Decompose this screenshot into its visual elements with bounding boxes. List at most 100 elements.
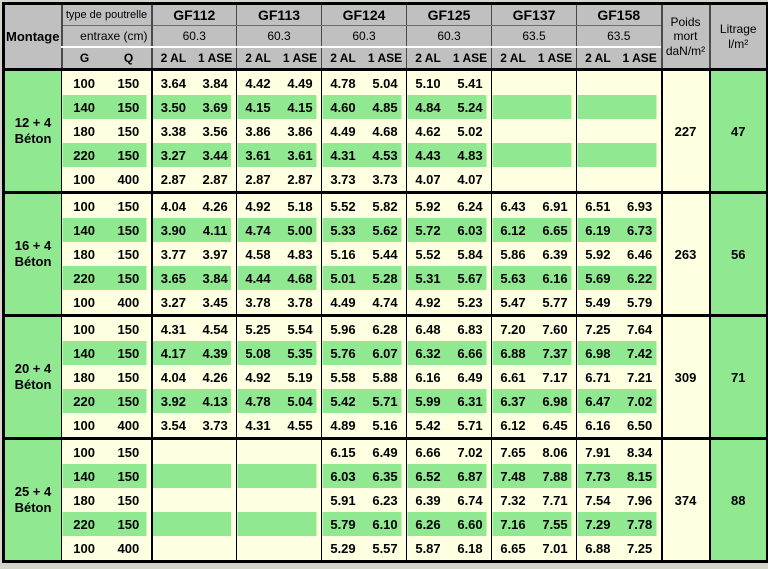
value-1ase: 6.23 bbox=[372, 492, 398, 508]
value-1ase: 4.26 bbox=[202, 198, 228, 214]
value-1ase: 5.71 bbox=[457, 417, 483, 433]
cell-GF125: 4.92 5.23 bbox=[406, 290, 492, 316]
header-col-GF113: GF113 bbox=[236, 3, 322, 26]
value-1ase: 4.83 bbox=[457, 147, 483, 163]
value-2al: 6.16 bbox=[585, 417, 611, 433]
cell-GF158: 7.73 8.15 bbox=[576, 464, 662, 488]
value-2al: 5.42 bbox=[415, 417, 441, 433]
cell-GF124: 5.58 5.88 bbox=[321, 365, 407, 389]
value-2al: 5.31 bbox=[415, 270, 441, 286]
cell-GF124: 4.89 5.16 bbox=[321, 413, 407, 439]
value-1ase: 7.37 bbox=[542, 345, 568, 361]
value-1ase: 5.84 bbox=[457, 246, 483, 262]
table-row: 12 + 4 Béton 100 150 3.64 3.84 4.42 4.49 4.78 5.0… bbox=[3, 68, 768, 193]
cell-GF158: 7.91 8.34 bbox=[576, 437, 662, 464]
value-1ase: 6.50 bbox=[626, 417, 653, 433]
cell-GF112 bbox=[150, 512, 237, 536]
header-entraxe-GF112: 60.3 bbox=[150, 25, 237, 48]
cell-GF125: 4.43 4.83 bbox=[406, 143, 492, 167]
value-2al: 4.42 bbox=[245, 75, 271, 91]
cell-GF137: 7.32 7.71 bbox=[491, 488, 577, 512]
group-label-line2: Béton bbox=[14, 500, 52, 515]
table-row: 220 150 3.92 4.13 4.78 5.04 5.42 5.71 5.99 6.31 6.… bbox=[4, 389, 768, 413]
value-2al: 6.51 bbox=[585, 198, 611, 214]
cell-GF137: 7.16 7.55 bbox=[491, 512, 577, 536]
cell-GF124: 6.03 6.35 bbox=[321, 464, 407, 488]
value-2al: 3.27 bbox=[160, 147, 187, 163]
cell-GF124: 5.33 5.62 bbox=[321, 218, 407, 242]
cell-q-value: 150 bbox=[117, 492, 140, 508]
cell-GF158: 6.98 7.42 bbox=[576, 341, 662, 365]
value-1ase: 5.04 bbox=[372, 75, 398, 91]
value-2al: 5.86 bbox=[500, 246, 526, 262]
value-2al: 5.76 bbox=[330, 345, 356, 361]
value-2al: 7.16 bbox=[500, 516, 526, 532]
cell-GF112: 3.27 3.45 bbox=[150, 290, 237, 316]
value-1ase: 5.88 bbox=[372, 369, 398, 385]
group-label-cell: 25 + 4 Béton bbox=[3, 437, 62, 562]
cell-gq: 180 150 bbox=[61, 119, 152, 143]
subcol-1ase-label: 1 ASE bbox=[198, 51, 233, 65]
cell-gq: 100 150 bbox=[61, 437, 152, 464]
value-2al: 3.27 bbox=[160, 294, 187, 310]
value-2al: 5.72 bbox=[415, 222, 441, 238]
value-2al: 5.42 bbox=[330, 393, 356, 409]
cell-q-value: 150 bbox=[117, 444, 140, 460]
value-2al: 5.33 bbox=[330, 222, 356, 238]
value-1ase: 5.54 bbox=[287, 321, 313, 337]
cell-GF113: 4.31 4.55 bbox=[236, 413, 322, 439]
cell-GF125: 6.32 6.66 bbox=[406, 341, 492, 365]
cell-GF112: 3.65 3.84 bbox=[150, 266, 237, 290]
value-1ase: 6.39 bbox=[542, 246, 568, 262]
cell-GF137 bbox=[491, 167, 577, 193]
poids-cell: 374 bbox=[660, 437, 710, 562]
value-1ase: 4.74 bbox=[372, 294, 398, 310]
cell-g-value: 100 bbox=[73, 294, 95, 310]
value-2al: 4.62 bbox=[415, 123, 441, 139]
cell-GF113: 4.78 5.04 bbox=[236, 389, 322, 413]
cell-q-value: 150 bbox=[117, 246, 140, 262]
subcol-1ase-label: 1 ASE bbox=[537, 51, 573, 65]
cell-GF137 bbox=[491, 68, 577, 95]
value-2al: 3.78 bbox=[245, 294, 271, 310]
value-1ase: 6.18 bbox=[457, 540, 483, 556]
table-row: 140 150 3.90 4.11 4.74 5.00 5.33 5.62 5.72 6.03 6.… bbox=[4, 218, 768, 242]
value-2al: 5.47 bbox=[500, 294, 526, 310]
cell-GF158 bbox=[576, 95, 662, 119]
cell-GF124: 5.96 6.28 bbox=[321, 314, 407, 341]
cell-GF124: 4.78 5.04 bbox=[321, 68, 407, 95]
group-label-line1: 16 + 4 bbox=[14, 237, 52, 253]
value-2al: 3.92 bbox=[160, 393, 187, 409]
header-subcol-GF125: 2 AL 1 ASE bbox=[406, 47, 492, 70]
cell-GF113: 3.61 3.61 bbox=[236, 143, 322, 167]
value-1ase: 7.21 bbox=[626, 369, 653, 385]
value-1ase: 4.68 bbox=[372, 123, 398, 139]
table-row: 140 150 3.50 3.69 4.15 4.15 4.60 4.85 4.84 5.24 bbox=[4, 95, 768, 119]
value-1ase: 3.69 bbox=[202, 99, 228, 115]
cell-GF113: 4.74 5.00 bbox=[236, 218, 322, 242]
cell-q-value: 150 bbox=[117, 468, 140, 484]
value-2al: 7.20 bbox=[500, 321, 526, 337]
header-q-label: Q bbox=[123, 51, 134, 65]
value-1ase: 4.15 bbox=[287, 99, 313, 115]
value-2al: 5.96 bbox=[330, 321, 356, 337]
value-1ase: 7.64 bbox=[626, 321, 653, 337]
cell-GF112: 4.04 4.26 bbox=[150, 365, 237, 389]
cell-gq: 100 400 bbox=[61, 413, 152, 439]
litrage-cell: 71 bbox=[708, 314, 768, 439]
cell-GF112 bbox=[150, 536, 237, 562]
value-2al: 4.49 bbox=[330, 123, 356, 139]
value-1ase: 5.57 bbox=[372, 540, 398, 556]
cell-GF125: 5.92 6.24 bbox=[406, 191, 492, 218]
value-1ase: 5.04 bbox=[287, 393, 313, 409]
table-row: 180 150 3.77 3.97 4.58 4.83 5.16 5.44 5.52 5.84 5.… bbox=[4, 242, 768, 266]
cell-GF112: 3.50 3.69 bbox=[150, 95, 237, 119]
value-2al: 6.71 bbox=[585, 369, 611, 385]
cell-q-value: 150 bbox=[117, 270, 140, 286]
value-2al: 4.92 bbox=[245, 198, 271, 214]
cell-GF113: 3.78 3.78 bbox=[236, 290, 322, 316]
cell-GF125: 5.10 5.41 bbox=[406, 68, 492, 95]
value-2al: 4.07 bbox=[415, 171, 441, 187]
value-1ase: 4.53 bbox=[372, 147, 398, 163]
cell-GF137: 6.65 7.01 bbox=[491, 536, 577, 562]
